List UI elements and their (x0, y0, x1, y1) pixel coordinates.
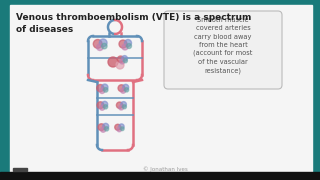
Circle shape (123, 105, 126, 109)
Circle shape (119, 105, 124, 110)
Circle shape (120, 127, 124, 131)
Text: © Jonathan Ives: © Jonathan Ives (143, 166, 188, 172)
FancyBboxPatch shape (164, 11, 282, 89)
Circle shape (122, 44, 128, 50)
Circle shape (100, 127, 106, 132)
Circle shape (124, 88, 129, 92)
Circle shape (103, 88, 108, 92)
Circle shape (124, 39, 132, 46)
Text: Smooth muscle
covered arteries
carry blood away
from the heart
(account for most: Smooth muscle covered arteries carry blo… (193, 17, 253, 73)
Circle shape (115, 124, 121, 130)
Circle shape (100, 105, 105, 110)
Circle shape (123, 84, 129, 90)
Bar (13, 168, 27, 171)
Circle shape (99, 39, 107, 47)
Circle shape (97, 102, 104, 109)
Bar (0, 172, 320, 180)
Circle shape (104, 127, 109, 131)
Circle shape (120, 59, 124, 64)
Circle shape (116, 102, 123, 108)
Circle shape (119, 40, 127, 48)
Circle shape (108, 57, 118, 67)
Circle shape (117, 127, 122, 132)
Circle shape (102, 84, 108, 90)
Circle shape (100, 88, 105, 93)
Circle shape (93, 39, 102, 48)
Circle shape (97, 84, 104, 92)
Circle shape (118, 85, 125, 92)
Circle shape (122, 56, 127, 61)
Circle shape (103, 105, 108, 109)
Circle shape (103, 123, 109, 129)
Circle shape (101, 43, 107, 49)
Circle shape (126, 44, 132, 48)
Circle shape (97, 44, 103, 51)
Circle shape (98, 124, 105, 130)
Circle shape (117, 56, 124, 62)
Bar (0, 0, 10, 180)
Text: Venous thromboembolism (VTE) is a spectrum
of diseases: Venous thromboembolism (VTE) is a spectr… (16, 13, 252, 35)
Circle shape (121, 88, 126, 93)
Circle shape (116, 61, 124, 69)
Circle shape (119, 124, 124, 129)
Circle shape (121, 102, 126, 107)
Circle shape (102, 101, 108, 107)
Circle shape (124, 59, 127, 63)
